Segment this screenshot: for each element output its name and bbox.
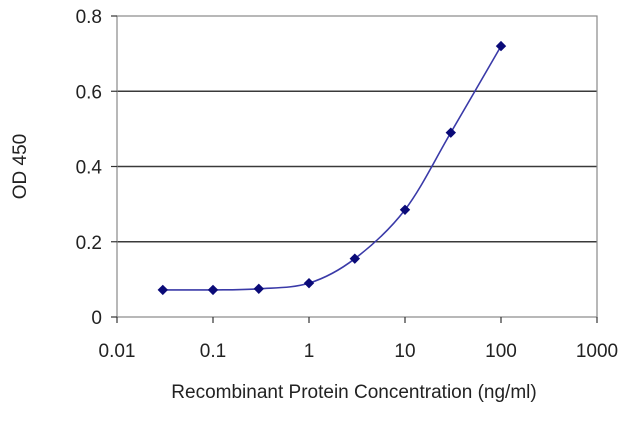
y-axis: 0 0.2 0.4 0.6 0.8 — [76, 7, 117, 329]
x-tick-label: 0.01 — [99, 341, 136, 362]
data-point — [157, 284, 169, 296]
data-point — [207, 284, 219, 296]
data-point — [445, 127, 457, 138]
y-axis-title: OD 450 — [10, 134, 31, 199]
y-tick-label: 0.6 — [76, 82, 102, 103]
x-tick-label: 100 — [485, 341, 517, 362]
y-tick-label: 0.4 — [76, 158, 103, 179]
series-line — [162, 45, 502, 291]
data-markers — [157, 40, 507, 296]
x-axis: 0.01 0.1 1 10 100 1000 — [99, 317, 618, 362]
data-point — [349, 253, 361, 264]
grid-lines — [117, 90, 597, 243]
x-axis-title: Recombinant Protein Concentration (ng/ml… — [171, 382, 536, 403]
y-tick-label: 0.2 — [76, 233, 102, 254]
x-tick-label: 0.1 — [200, 341, 226, 362]
x-tick-label: 1000 — [576, 341, 618, 362]
data-point — [303, 277, 315, 289]
data-point — [399, 204, 411, 215]
data-point — [253, 283, 265, 294]
y-tick-label: 0 — [91, 308, 102, 329]
x-tick-label: 1 — [304, 341, 315, 362]
x-tick-label: 10 — [394, 341, 415, 362]
data-point — [495, 40, 507, 52]
y-tick-label: 0.8 — [76, 7, 102, 28]
